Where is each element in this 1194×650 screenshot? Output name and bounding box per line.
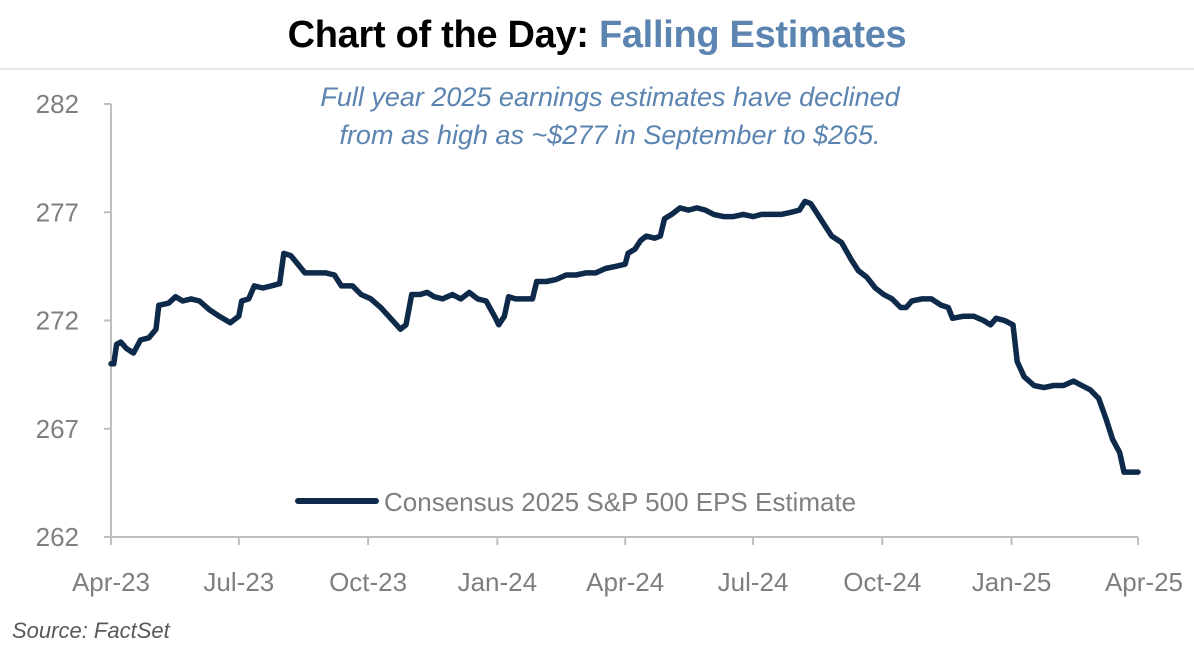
- y-tick-label: 267: [36, 414, 79, 444]
- x-tick-label: Apr-25: [1105, 567, 1183, 597]
- series-line-eps-estimate: [108, 198, 1141, 475]
- x-tick-label: Oct-23: [329, 567, 407, 597]
- source-note: Source: FactSet: [12, 618, 170, 643]
- x-tick-label: Jul-24: [718, 567, 789, 597]
- chart-axes: [104, 103, 1139, 545]
- y-tick-label: 262: [36, 522, 79, 552]
- annotation-line-1: Full year 2025 earnings estimates have d…: [320, 82, 900, 112]
- y-tick-label: 277: [36, 197, 79, 227]
- page-title: Chart of the Day: Falling Estimates: [0, 14, 1194, 57]
- legend: Consensus 2025 S&P 500 EPS Estimate: [295, 487, 856, 517]
- x-tick-label: Jul-23: [203, 567, 274, 597]
- annotation-line-2: from as high as ~$277 in September to $2…: [339, 120, 880, 150]
- y-tick-label: 282: [36, 89, 79, 119]
- tick-labels: 262 267 272 277 282 Apr-23 Jul-23 Oct-23 Jan-24 A…: [36, 89, 1183, 597]
- title-divider: [0, 68, 1194, 70]
- x-tick-label: Apr-23: [72, 567, 150, 597]
- annotation-group: Full year 2025 earnings estimates have d…: [320, 82, 900, 150]
- title-prefix: Chart of the Day:: [287, 14, 589, 56]
- x-tick-label: Apr-24: [586, 567, 664, 597]
- y-tick-label: 272: [36, 306, 79, 336]
- x-tick-label: Jan-25: [972, 567, 1052, 597]
- title-accent: Falling Estimates: [598, 14, 907, 56]
- legend-label: Consensus 2025 S&P 500 EPS Estimate: [384, 487, 856, 517]
- x-tick-label: Jan-24: [458, 567, 538, 597]
- series-group: [108, 198, 1141, 475]
- x-tick-label: Oct-24: [843, 567, 921, 597]
